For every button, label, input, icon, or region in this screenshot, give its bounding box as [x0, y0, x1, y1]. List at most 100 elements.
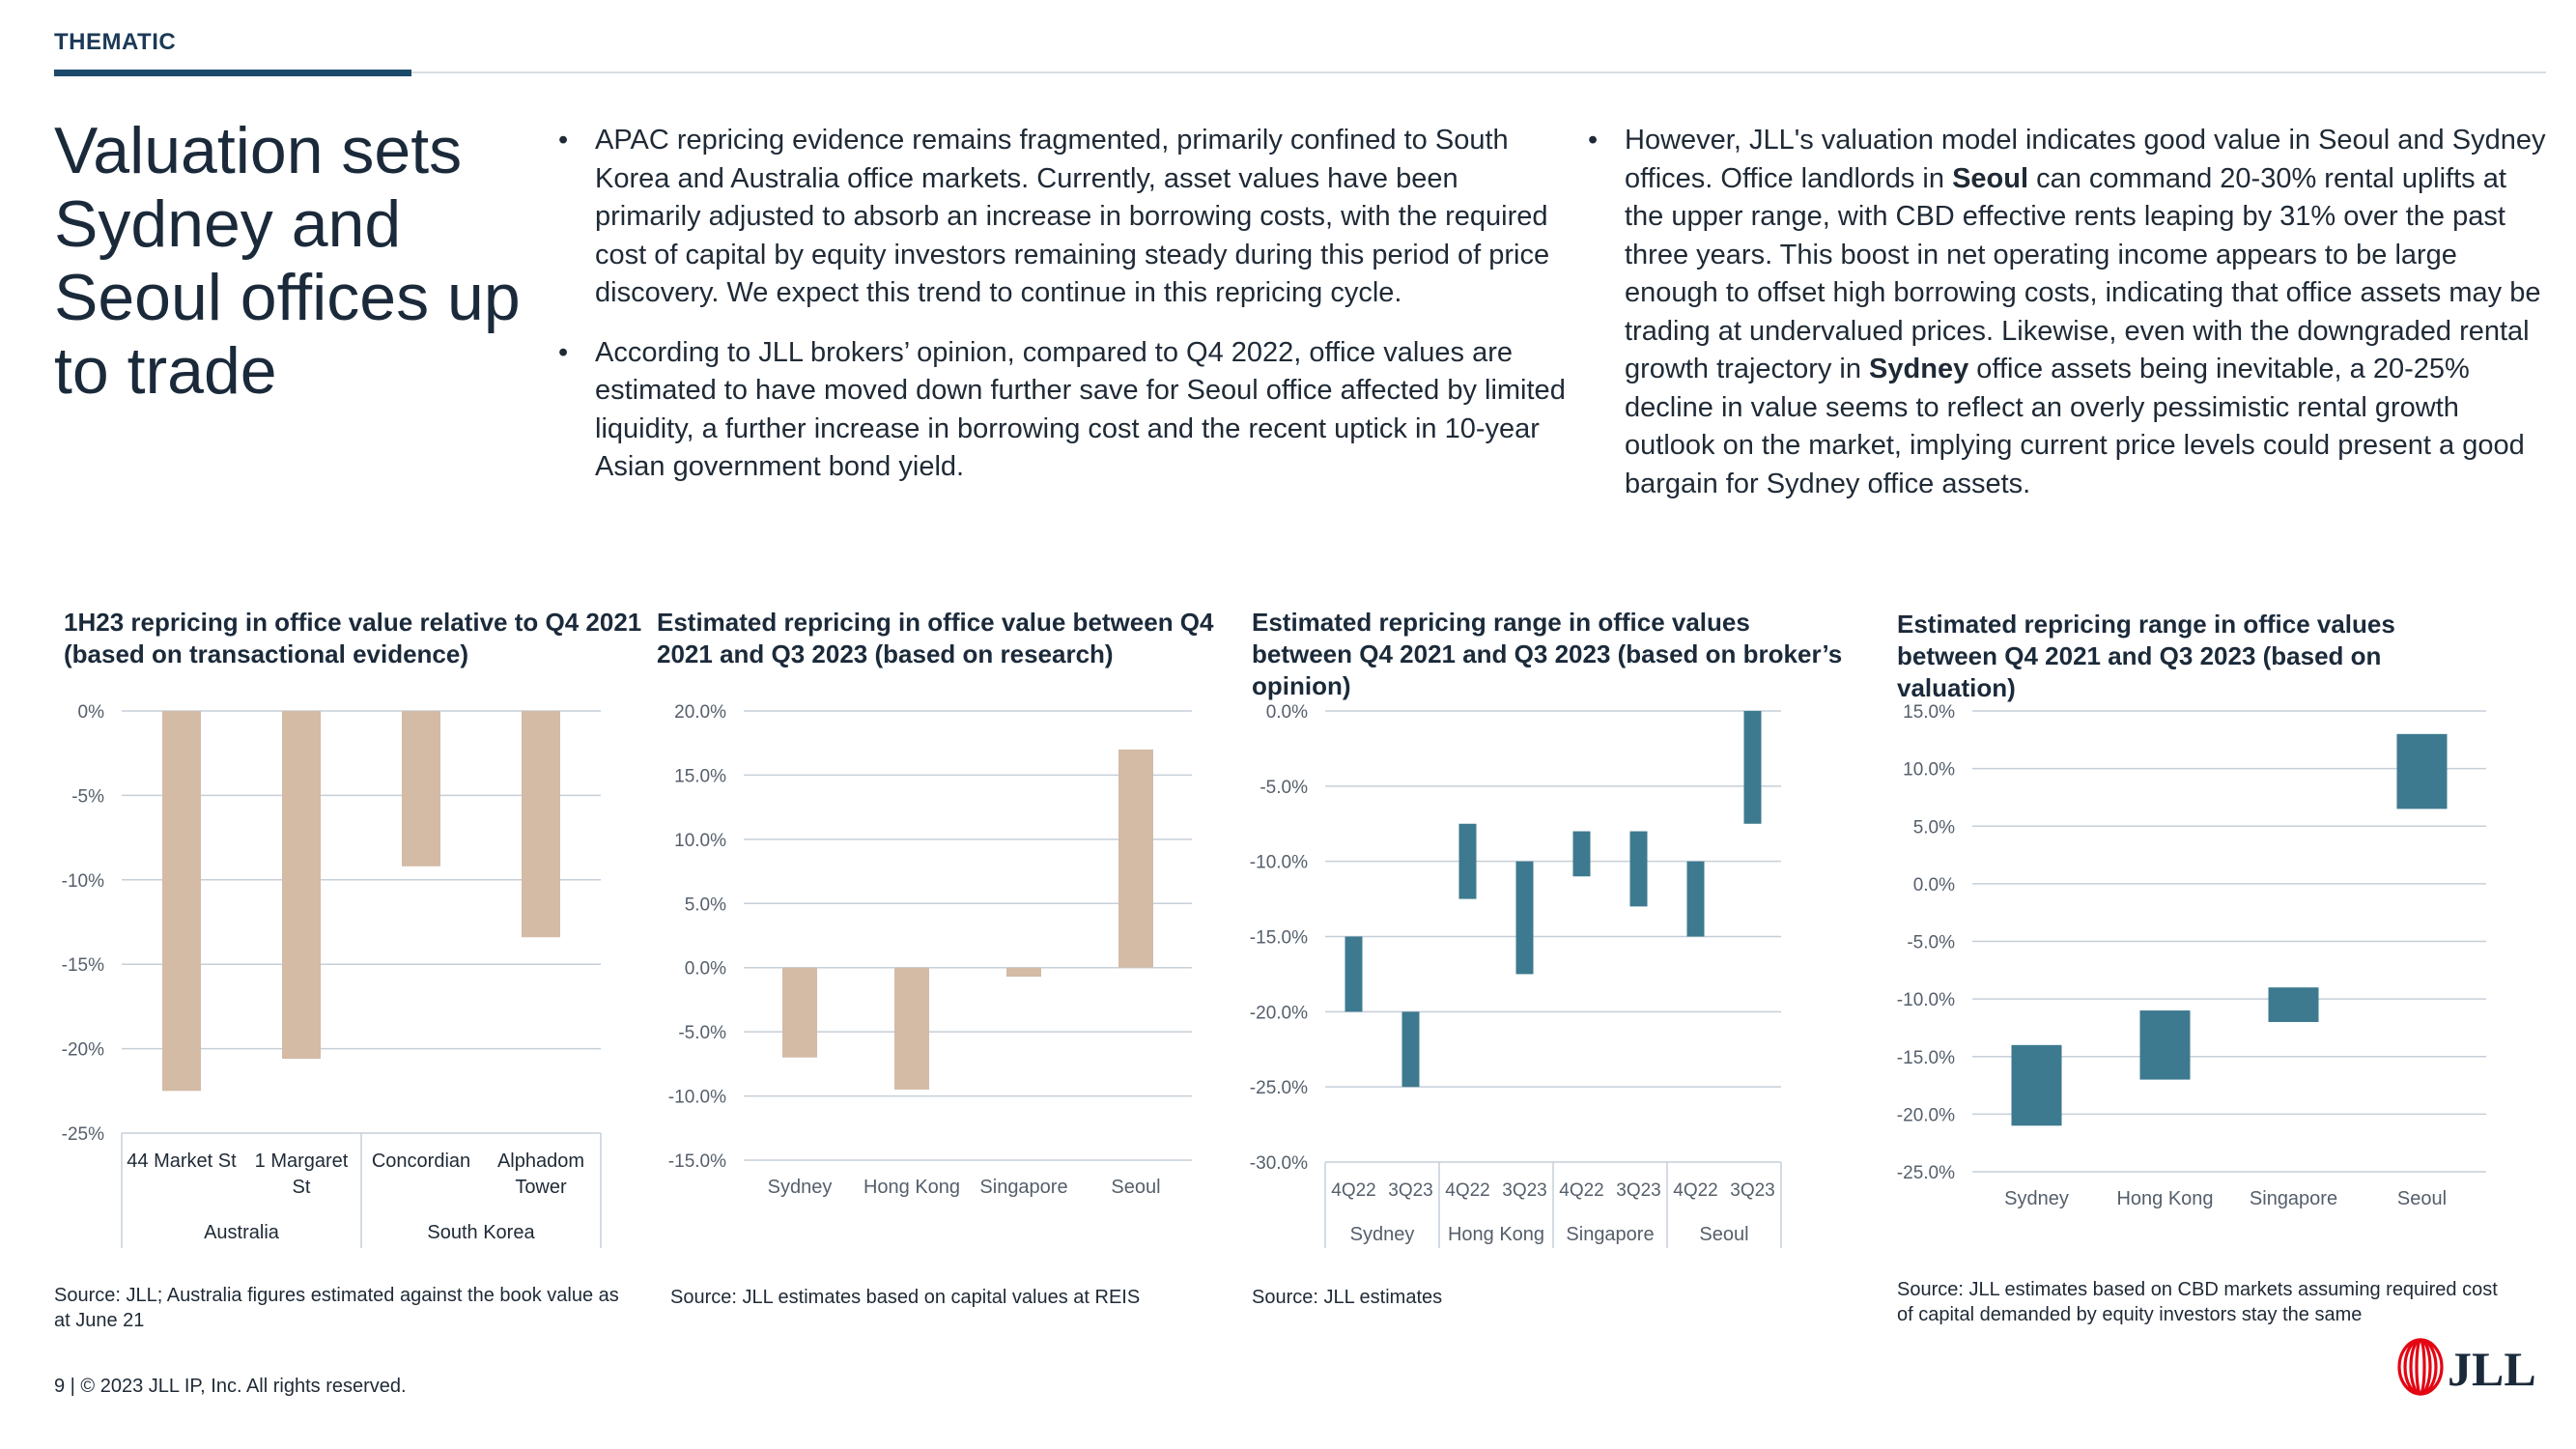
jll-logo-icon: JLL	[2397, 1338, 2536, 1396]
section-label: THEMATIC	[54, 29, 177, 55]
chart3-ytick-label: -25.0%	[1250, 1078, 1308, 1098]
chart2-svg: 20.0% 15.0% 10.0% 5.0% 0.0% -5.0% -10.0% -15.0%…	[668, 702, 1192, 1198]
chart1-category-label: Alphadom	[497, 1151, 584, 1172]
chart3-bar	[1458, 823, 1477, 899]
chart1-group-label: Australia	[204, 1222, 280, 1243]
bullet-emphasis: Seoul	[1952, 162, 2029, 194]
chart4-svg: 15.0% 10.0% 5.0% 0.0% -5.0% -10.0% -15.0% -20.0…	[1897, 702, 2486, 1209]
chart4-ytick-label: 10.0%	[1903, 760, 1955, 781]
chart4-category-label: Sydney	[2004, 1188, 2069, 1209]
chart2-bar	[1006, 967, 1041, 978]
chart3-category-label: 4Q22	[1331, 1180, 1375, 1201]
chart1-ytick-label: -10%	[62, 871, 104, 892]
chart3-category-label: 3Q23	[1502, 1180, 1546, 1201]
chart1-bar	[402, 711, 440, 867]
chart3-bar	[1743, 711, 1762, 824]
logo-text: JLL	[2448, 1342, 2536, 1396]
bullet-list-right: However, JLL's valuation model indicates…	[1586, 122, 2552, 525]
header-accent-bar	[54, 70, 411, 76]
bullet-item: However, JLL's valuation model indicates…	[1586, 122, 2552, 503]
chart2-ytick-label: -5.0%	[678, 1023, 726, 1043]
chart4-bar	[2139, 1010, 2191, 1080]
chart2-source: Source: JLL estimates based on capital v…	[670, 1287, 1141, 1308]
chart4-category-label: Hong Kong	[2116, 1188, 2213, 1209]
chart3-group-label: Sydney	[1350, 1224, 1415, 1245]
chart2-ytick-label: 0.0%	[685, 959, 726, 980]
chart1-title: 1H23 repricing in office value relative …	[64, 608, 642, 668]
chart3-ytick-label: -5.0%	[1260, 778, 1308, 798]
chart1-category-label: 1 Margaret	[255, 1151, 349, 1172]
bullet-emphasis: Sydney	[1869, 354, 1969, 384]
bullet-item: According to JLL brokers’ opinion, compa…	[556, 334, 1571, 487]
bullet-list-left: APAC repricing evidence remains fragment…	[556, 122, 1571, 508]
chart2-bar	[782, 967, 817, 1058]
bullet-text: However, JLL's valuation model indicates…	[1625, 125, 2546, 194]
chart3-ytick-label: -20.0%	[1250, 1003, 1308, 1023]
header-divider	[54, 71, 2546, 73]
chart4-ytick-label: 5.0%	[1913, 817, 1955, 838]
chart2-category-label: Hong Kong	[863, 1177, 960, 1198]
chart2-ytick-label: -15.0%	[668, 1151, 726, 1172]
chart3-title: Estimated repricing range in office valu…	[1252, 608, 1843, 700]
chart1-category-label: St	[293, 1177, 311, 1198]
chart2-bar	[894, 967, 929, 1090]
chart1-ytick-label: -25%	[62, 1124, 104, 1145]
chart3-category-label: 4Q22	[1559, 1180, 1603, 1201]
bullet-text: office assets being inevitable, a 20-25%…	[1625, 354, 2525, 499]
chart2-category-label: Sydney	[768, 1177, 833, 1198]
bullet-text: can command 20-30% rental uplifts at the…	[1625, 162, 2541, 385]
chart1-category-label: Tower	[515, 1177, 567, 1198]
chart1-bar	[162, 711, 201, 1092]
chart4-bar	[2011, 1044, 2062, 1126]
chart1-category-label: Concordian	[372, 1151, 470, 1172]
chart4-ytick-label: -5.0%	[1907, 933, 1955, 953]
chart3-ytick-label: 0.0%	[1266, 702, 1308, 723]
chart4-ytick-label: -20.0%	[1897, 1105, 1955, 1125]
chart4-ytick-label: -10.0%	[1897, 990, 1955, 1010]
chart3-ytick-label: -15.0%	[1250, 928, 1308, 949]
chart1-bar	[522, 711, 560, 938]
chart3-source: Source: JLL estimates	[1252, 1287, 1443, 1308]
chart3-bar	[1572, 831, 1591, 877]
chart3-bar	[1629, 831, 1648, 907]
chart1-source: Source: JLL; Australia figures estimated…	[54, 1285, 619, 1331]
chart3-category-label: 3Q23	[1616, 1180, 1660, 1201]
chart3-group-label: Singapore	[1566, 1224, 1654, 1245]
footer-copyright: 9 | © 2023 JLL IP, Inc. All rights reser…	[54, 1376, 407, 1397]
chart2-ytick-label: 5.0%	[685, 895, 726, 915]
chart2-title: Estimated repricing in office value betw…	[657, 608, 1214, 668]
chart3-bar	[1345, 936, 1363, 1012]
chart3-category-label: 4Q22	[1673, 1180, 1717, 1201]
chart4-bar	[2268, 987, 2319, 1022]
chart4-ytick-label: -15.0%	[1897, 1048, 1955, 1068]
chart2-ytick-label: 20.0%	[674, 702, 726, 723]
chart4-category-label: Seoul	[2397, 1188, 2447, 1209]
chart3-bar	[1515, 861, 1534, 975]
bullet-item: APAC repricing evidence remains fragment…	[556, 122, 1571, 313]
chart3-ytick-label: -10.0%	[1250, 853, 1308, 873]
chart3-group-label: Seoul	[1699, 1224, 1748, 1245]
chart1-ytick-label: -20%	[62, 1040, 104, 1061]
chart1-svg: 0% -5% -10% -15% -20% -25% 44 Market St 1 Marga…	[62, 702, 602, 1248]
chart4-bar	[2396, 733, 2448, 810]
chart1-category-label: 44 Market St	[127, 1151, 237, 1172]
chart2-ytick-label: 10.0%	[674, 831, 726, 851]
chart1-group-label: South Korea	[427, 1222, 535, 1243]
chart2-category-label: Singapore	[979, 1177, 1067, 1198]
chart4-ytick-label: 15.0%	[1903, 702, 1955, 723]
chart3-bar	[1686, 861, 1705, 937]
chart1-ytick-label: -15%	[62, 955, 104, 976]
chart3-ytick-label: -30.0%	[1250, 1153, 1308, 1174]
chart2-ytick-label: -10.0%	[668, 1088, 726, 1108]
page-title: Valuation sets Sydney and Seoul offices …	[54, 114, 521, 408]
chart2-category-label: Seoul	[1111, 1177, 1160, 1198]
chart2-bar	[1118, 749, 1153, 968]
chart1-bar	[282, 711, 321, 1060]
chart3-category-label: 3Q23	[1388, 1180, 1432, 1201]
chart2-ytick-label: 15.0%	[674, 766, 726, 786]
chart4-ytick-label: 0.0%	[1913, 875, 1955, 895]
chart4-title: Estimated repricing range in office valu…	[1897, 610, 2395, 702]
chart4-ytick-label: -25.0%	[1897, 1163, 1955, 1183]
chart4-source: Source: JLL estimates based on CBD marke…	[1897, 1279, 2498, 1325]
chart3-bar	[1401, 1011, 1420, 1088]
